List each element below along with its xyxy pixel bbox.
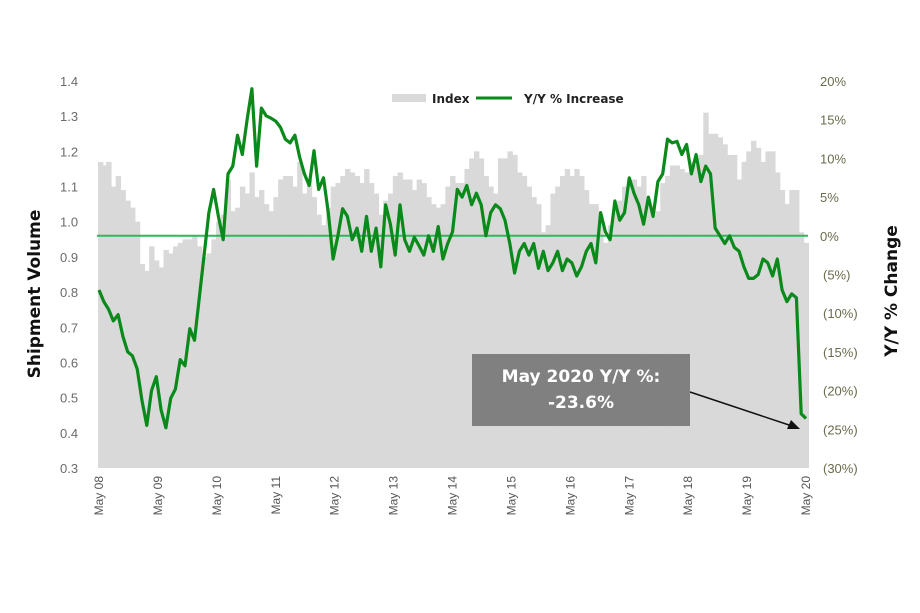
svg-text:1.3: 1.3 [60, 109, 78, 124]
svg-text:(25%): (25%) [823, 422, 858, 437]
svg-text:(30%): (30%) [823, 461, 858, 476]
svg-text:0.8: 0.8 [60, 285, 78, 300]
svg-text:(10%): (10%) [823, 306, 858, 321]
legend-index-label: Index [432, 92, 470, 106]
svg-text:10%: 10% [820, 151, 846, 166]
svg-text:May 16: May 16 [563, 476, 577, 516]
svg-text:1.2: 1.2 [60, 144, 78, 159]
callout-line2: -23.6% [547, 393, 615, 413]
callout-arrow [689, 391, 800, 429]
svg-text:May 17: May 17 [622, 476, 636, 516]
legend-yoy-label: Y/Y % Increase [523, 92, 624, 106]
svg-text:May 20: May 20 [799, 476, 813, 516]
svg-text:1.1: 1.1 [60, 180, 78, 195]
annotation-callout: May 2020 Y/Y %: -23.6% [472, 354, 690, 426]
svg-text:0.4: 0.4 [60, 426, 78, 441]
svg-text:May 19: May 19 [740, 476, 754, 516]
svg-text:May 18: May 18 [681, 476, 695, 516]
svg-text:May 13: May 13 [387, 476, 401, 516]
svg-text:1.0: 1.0 [60, 215, 78, 230]
svg-text:0.9: 0.9 [60, 250, 78, 265]
svg-text:May 12: May 12 [328, 476, 342, 516]
svg-text:(20%): (20%) [823, 384, 858, 399]
svg-text:1.4: 1.4 [60, 74, 78, 89]
svg-text:(5%): (5%) [823, 268, 850, 283]
svg-text:15%: 15% [820, 113, 846, 128]
svg-text:0.5: 0.5 [60, 391, 78, 406]
left-axis-ticks: 1.4 1.3 1.2 1.1 1.0 0.9 0.8 0.7 0.6 0.5 0.4 0.3 [60, 74, 78, 476]
callout-line1: May 2020 Y/Y %: [501, 367, 661, 387]
svg-text:May 15: May 15 [504, 476, 518, 516]
yoy-line [97, 87, 808, 430]
svg-text:0.3: 0.3 [60, 461, 78, 476]
left-axis-title: Shipment Volume [25, 210, 45, 379]
svg-text:0.7: 0.7 [60, 320, 78, 335]
svg-text:May 09: May 09 [151, 476, 165, 516]
svg-text:20%: 20% [820, 74, 846, 89]
svg-text:May 08: May 08 [92, 476, 106, 516]
svg-text:May 10: May 10 [210, 476, 224, 516]
index-bars [98, 112, 809, 469]
svg-text:0%: 0% [820, 229, 839, 244]
right-axis-title: Y/Y % Change [882, 225, 902, 358]
right-axis-ticks: 20% 15% 10% 5% 0% (5%) (10%) (15%) (20%) (25%) (30… [820, 74, 858, 476]
svg-text:May 11: May 11 [269, 476, 283, 515]
svg-text:0.6: 0.6 [60, 355, 78, 370]
legend: Index Y/Y % Increase [392, 92, 624, 106]
x-axis-ticks: May 08 May 09 May 10 May 11 May 12 May 13 May … [92, 476, 813, 516]
legend-index-swatch [392, 94, 426, 102]
svg-text:May 14: May 14 [446, 476, 460, 516]
svg-text:5%: 5% [820, 190, 839, 205]
svg-text:(15%): (15%) [823, 345, 858, 360]
